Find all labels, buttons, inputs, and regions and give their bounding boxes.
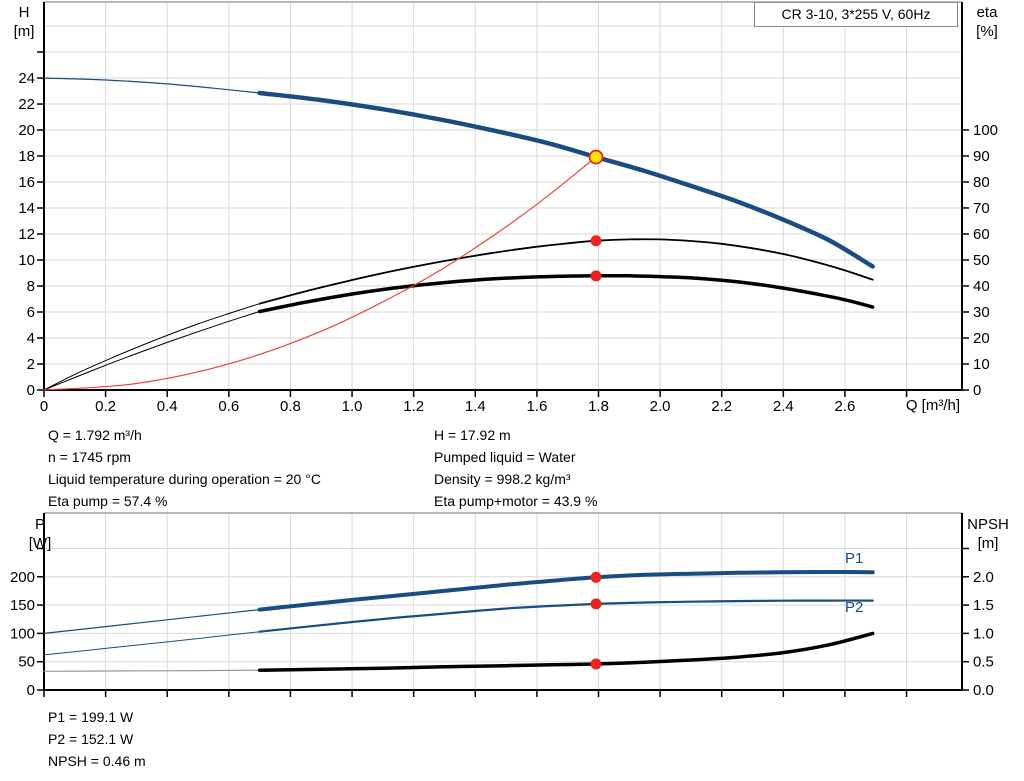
- right-axis-tick-label: 40: [973, 278, 990, 295]
- npsh-curve-thin: [43, 669, 261, 672]
- power-annotations: P1 = 199.1 W P2 = 152.1 W NPSH = 0.46 m: [48, 706, 146, 772]
- eta-pump-motor-curve: [257, 274, 875, 314]
- eta-axis-title-line2: [%]: [976, 23, 998, 40]
- p-axis-title-line2: [W]: [28, 535, 52, 552]
- annotation-n: n = 1745 rpm: [48, 449, 131, 465]
- right-axis-tick-label: 1.5: [973, 597, 994, 614]
- left-axis-tick-label: 100: [10, 625, 35, 642]
- p1-curve-thin: [43, 609, 261, 634]
- duty-annotations-right: H = 17.92 m Pumped liquid = Water Densit…: [434, 424, 597, 512]
- npsh-axis-title: NPSH [m]: [956, 515, 1020, 553]
- left-axis-tick-label: 14: [18, 200, 35, 217]
- npsh-point-marker: [590, 658, 602, 670]
- annotation-liquid-temperature: Liquid temperature during operation = 20…: [48, 471, 321, 487]
- h-axis-title-line1: H: [18, 4, 30, 21]
- left-axis-tick-label: 24: [18, 70, 35, 87]
- left-axis-tick-label: 8: [27, 278, 35, 295]
- eta-pump-curve-thin: [43, 303, 261, 391]
- annotation-eta-pump: Eta pump = 57.4 %: [48, 493, 168, 509]
- pump-title-box: CR 3-10, 3*255 V, 60Hz: [754, 2, 958, 27]
- right-axis-tick-label: 50: [973, 252, 990, 269]
- npsh-axis-title-line1: NPSH: [967, 516, 1009, 533]
- left-axis-tick-label: 12: [18, 226, 35, 243]
- p1-point-marker: [590, 571, 602, 583]
- right-axis-tick-label: 100: [973, 122, 998, 139]
- left-axis-tick-label: 50: [18, 654, 35, 671]
- pump-title-label: CR 3-10, 3*255 V, 60Hz: [781, 6, 931, 22]
- right-axis-tick-label: 90: [973, 148, 990, 165]
- left-axis-tick-label: 0: [27, 382, 35, 399]
- eta-axis-title-line1: eta: [976, 4, 998, 21]
- right-axis-tick-label: 0.5: [973, 654, 994, 671]
- annotation-p1: P1 = 199.1 W: [48, 709, 134, 725]
- eta-axis-title: eta [%]: [962, 3, 1012, 41]
- right-axis-tick-label: 20: [973, 330, 990, 347]
- x-axis-tick-label: 0: [40, 398, 48, 415]
- p-axis-title: P [W]: [18, 515, 62, 553]
- x-axis-tick-label: 1.6: [526, 398, 547, 415]
- h-axis-title: H [m]: [4, 3, 44, 41]
- annotation-npsh: NPSH = 0.46 m: [48, 753, 146, 769]
- x-axis-tick-label: 1.8: [588, 398, 609, 415]
- right-axis-tick-label: 0: [973, 382, 981, 399]
- system-curve: [43, 156, 597, 391]
- left-axis-tick-label: 20: [18, 122, 35, 139]
- eta-pump-motor-curve-thin: [43, 311, 261, 391]
- left-axis-tick-label: 150: [10, 597, 35, 614]
- p1-label: P1: [845, 550, 863, 567]
- eta-pump-point-marker: [590, 235, 602, 247]
- x-axis-tick-label: 1.2: [403, 398, 424, 415]
- x-axis-tick-label: 1.4: [465, 398, 486, 415]
- left-axis-tick-label: 18: [18, 148, 35, 165]
- left-axis-tick-label: 22: [18, 96, 35, 113]
- left-axis-tick-label: 200: [10, 569, 35, 586]
- right-axis-tick-label: 1.0: [973, 625, 994, 642]
- left-axis-tick-label: 4: [27, 330, 35, 347]
- p2-curve-thin: [43, 631, 261, 656]
- left-axis-tick-label: 16: [18, 174, 35, 191]
- annotation-eta-pump-motor: Eta pump+motor = 43.9 %: [434, 493, 598, 509]
- annotation-density: Density = 998.2 kg/m³: [434, 471, 571, 487]
- x-axis-tick-label: 2.2: [711, 398, 732, 415]
- h-axis-title-line2: [m]: [13, 23, 35, 40]
- x-axis-tick-label: 0.4: [157, 398, 178, 415]
- npsh-axis-title-line2: [m]: [977, 535, 999, 552]
- x-axis-tick-label: 1.0: [342, 398, 363, 415]
- right-axis-tick-label: 70: [973, 200, 990, 217]
- x-axis-tick-label: 2.4: [773, 398, 794, 415]
- p-axis-title-line1: P: [34, 516, 45, 533]
- eta-pump-motor-point-marker: [590, 270, 602, 282]
- left-axis-tick-label: 2: [27, 356, 35, 373]
- right-axis-tick-label: 0.0: [973, 682, 994, 699]
- x-axis-tick-label: 2.6: [835, 398, 856, 415]
- x-axis-tick-label: 0.6: [218, 398, 239, 415]
- left-axis-tick-label: 0: [27, 682, 35, 699]
- right-axis-tick-label: 2.0: [973, 569, 994, 586]
- q-axis-label: Q [m³/h]: [905, 397, 960, 414]
- annotation-q: Q = 1.792 m³/h: [48, 427, 142, 443]
- duty-annotations-left: Q = 1.792 m³/h n = 1745 rpm Liquid tempe…: [48, 424, 321, 512]
- right-axis-tick-label: 10: [973, 356, 990, 373]
- duty-point-marker: [588, 149, 604, 165]
- x-axis-tick-label: 0.2: [95, 398, 116, 415]
- p2-label: P2: [845, 599, 863, 616]
- eta-pump-curve: [258, 238, 874, 305]
- left-axis-tick-label: 6: [27, 304, 35, 321]
- annotation-pumped-liquid: Pumped liquid = Water: [434, 449, 576, 465]
- right-axis-tick-label: 30: [973, 304, 990, 321]
- x-axis-tick-label: 2.0: [650, 398, 671, 415]
- annotation-h: H = 17.92 m: [434, 427, 511, 443]
- right-axis-tick-label: 60: [973, 226, 990, 243]
- p2-point-marker: [590, 598, 602, 610]
- x-axis-tick-label: 0.8: [280, 398, 301, 415]
- right-axis-tick-label: 80: [973, 174, 990, 191]
- qh-curve-thin: [43, 77, 261, 94]
- annotation-p2: P2 = 152.1 W: [48, 731, 134, 747]
- left-axis-tick-label: 10: [18, 252, 35, 269]
